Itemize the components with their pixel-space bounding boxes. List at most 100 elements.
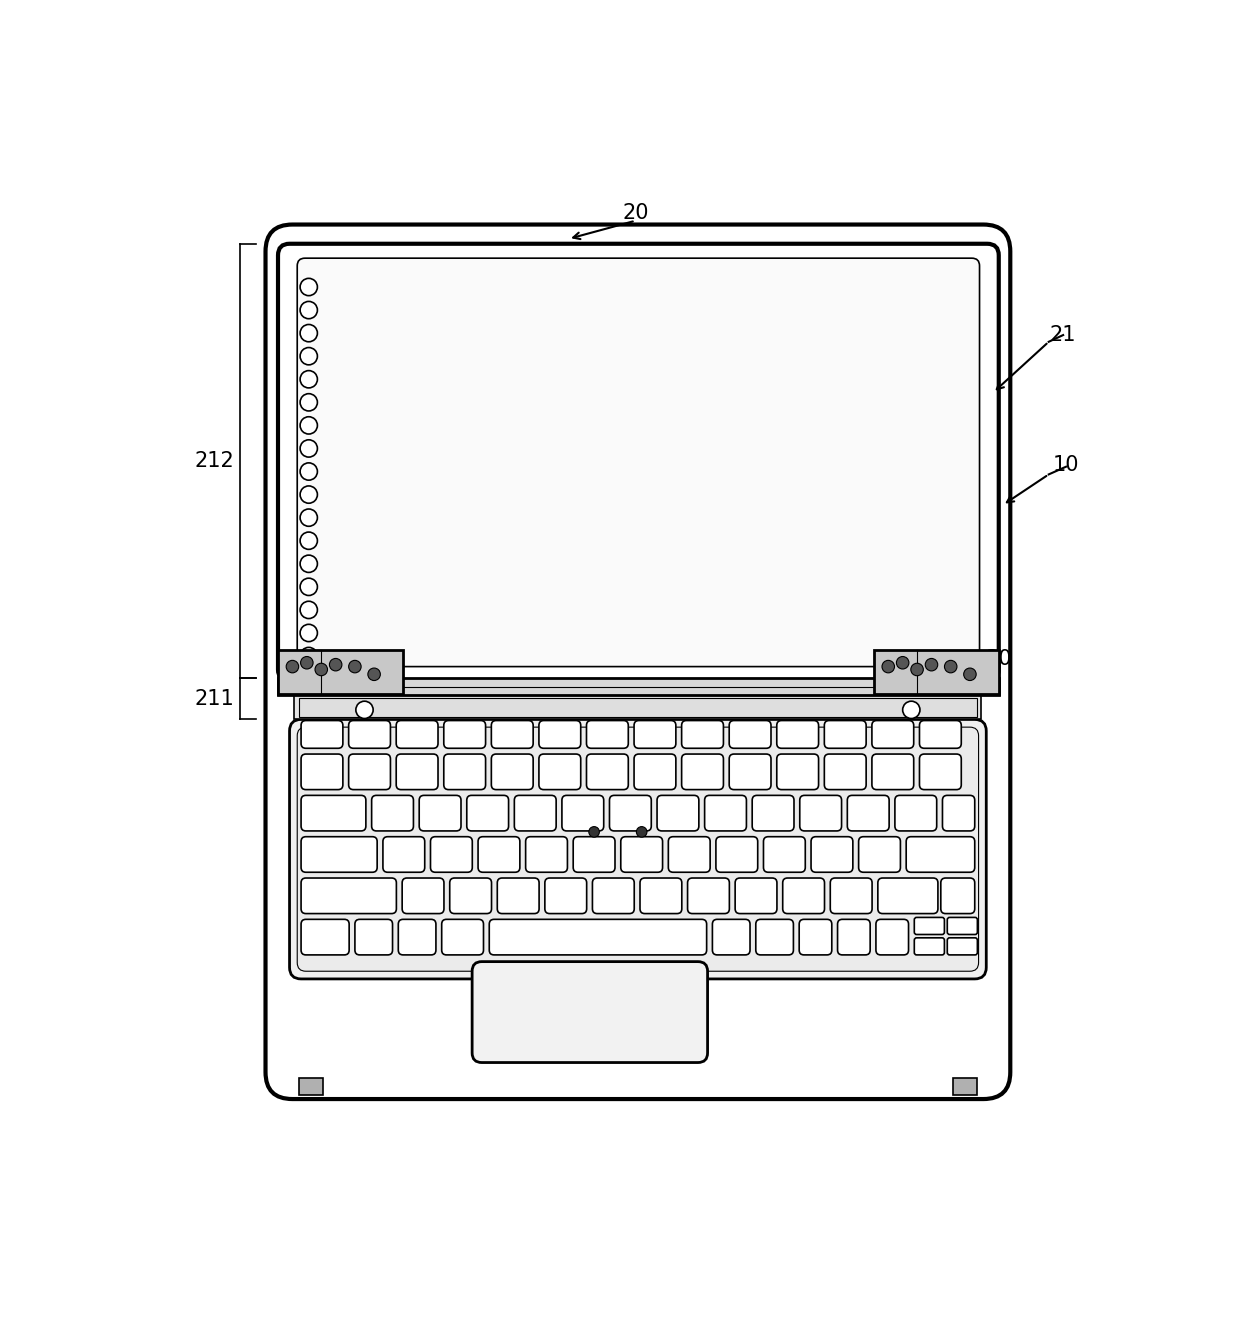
FancyBboxPatch shape — [301, 919, 350, 954]
Text: 21: 21 — [1050, 325, 1076, 345]
FancyBboxPatch shape — [704, 796, 746, 830]
FancyBboxPatch shape — [444, 754, 486, 789]
FancyBboxPatch shape — [800, 796, 842, 830]
FancyBboxPatch shape — [383, 837, 425, 873]
FancyBboxPatch shape — [497, 878, 539, 913]
FancyBboxPatch shape — [895, 796, 936, 830]
FancyBboxPatch shape — [479, 837, 520, 873]
FancyBboxPatch shape — [634, 754, 676, 789]
Circle shape — [300, 301, 317, 318]
Text: 23: 23 — [441, 480, 467, 500]
FancyBboxPatch shape — [756, 919, 794, 954]
FancyBboxPatch shape — [397, 721, 438, 748]
FancyBboxPatch shape — [906, 837, 975, 873]
FancyBboxPatch shape — [872, 754, 914, 789]
FancyBboxPatch shape — [621, 837, 662, 873]
Circle shape — [368, 668, 381, 681]
FancyBboxPatch shape — [942, 796, 975, 830]
FancyBboxPatch shape — [713, 919, 750, 954]
Circle shape — [300, 325, 317, 342]
Circle shape — [300, 347, 317, 364]
FancyBboxPatch shape — [301, 878, 397, 913]
Text: 10: 10 — [1053, 455, 1079, 475]
FancyBboxPatch shape — [831, 878, 872, 913]
FancyBboxPatch shape — [914, 937, 945, 954]
FancyBboxPatch shape — [539, 754, 580, 789]
FancyBboxPatch shape — [593, 878, 634, 913]
FancyBboxPatch shape — [301, 754, 343, 789]
FancyBboxPatch shape — [837, 919, 870, 954]
Circle shape — [897, 656, 909, 669]
FancyBboxPatch shape — [301, 721, 343, 748]
Circle shape — [300, 371, 317, 388]
FancyBboxPatch shape — [735, 878, 777, 913]
FancyBboxPatch shape — [825, 754, 866, 789]
FancyBboxPatch shape — [914, 917, 945, 935]
FancyBboxPatch shape — [562, 796, 604, 830]
Circle shape — [300, 510, 317, 527]
FancyBboxPatch shape — [776, 754, 818, 789]
Bar — [299, 698, 977, 717]
FancyBboxPatch shape — [634, 721, 676, 748]
FancyBboxPatch shape — [298, 259, 980, 667]
Circle shape — [300, 601, 317, 619]
FancyBboxPatch shape — [573, 837, 615, 873]
FancyBboxPatch shape — [265, 224, 1011, 1100]
FancyBboxPatch shape — [847, 796, 889, 830]
FancyBboxPatch shape — [782, 878, 825, 913]
FancyBboxPatch shape — [729, 721, 771, 748]
FancyBboxPatch shape — [490, 919, 707, 954]
Circle shape — [330, 659, 342, 671]
FancyBboxPatch shape — [682, 721, 723, 748]
FancyBboxPatch shape — [947, 917, 977, 935]
FancyBboxPatch shape — [640, 878, 682, 913]
FancyBboxPatch shape — [715, 837, 758, 873]
FancyBboxPatch shape — [290, 719, 986, 979]
Circle shape — [911, 663, 924, 676]
FancyBboxPatch shape — [450, 878, 491, 913]
Bar — [874, 651, 998, 693]
Text: 30: 30 — [986, 649, 1012, 669]
Bar — [294, 696, 982, 719]
FancyBboxPatch shape — [278, 244, 998, 681]
FancyBboxPatch shape — [301, 796, 366, 830]
FancyBboxPatch shape — [544, 878, 587, 913]
Circle shape — [356, 701, 373, 718]
Circle shape — [300, 440, 317, 457]
FancyBboxPatch shape — [920, 721, 961, 748]
FancyBboxPatch shape — [811, 837, 853, 873]
Circle shape — [925, 659, 937, 671]
FancyBboxPatch shape — [398, 919, 436, 954]
Circle shape — [315, 663, 327, 676]
FancyBboxPatch shape — [491, 754, 533, 789]
Bar — [952, 1078, 977, 1096]
FancyBboxPatch shape — [729, 754, 771, 789]
FancyBboxPatch shape — [515, 796, 557, 830]
Circle shape — [300, 279, 317, 296]
FancyBboxPatch shape — [526, 837, 568, 873]
FancyBboxPatch shape — [419, 796, 461, 830]
FancyBboxPatch shape — [657, 796, 699, 830]
Circle shape — [300, 532, 317, 549]
Circle shape — [300, 556, 317, 573]
Text: 23: 23 — [517, 688, 543, 708]
FancyBboxPatch shape — [858, 837, 900, 873]
FancyBboxPatch shape — [372, 796, 413, 830]
Circle shape — [300, 417, 317, 434]
FancyBboxPatch shape — [875, 919, 909, 954]
FancyBboxPatch shape — [397, 754, 438, 789]
FancyBboxPatch shape — [668, 837, 711, 873]
Circle shape — [300, 393, 317, 411]
Circle shape — [945, 660, 957, 673]
FancyBboxPatch shape — [610, 796, 651, 830]
Circle shape — [300, 486, 317, 503]
Circle shape — [300, 647, 317, 665]
FancyBboxPatch shape — [764, 837, 805, 873]
FancyBboxPatch shape — [298, 727, 978, 972]
FancyBboxPatch shape — [920, 754, 961, 789]
FancyBboxPatch shape — [348, 754, 391, 789]
FancyBboxPatch shape — [301, 837, 377, 873]
Circle shape — [286, 660, 299, 673]
FancyBboxPatch shape — [753, 796, 794, 830]
FancyBboxPatch shape — [947, 937, 977, 954]
